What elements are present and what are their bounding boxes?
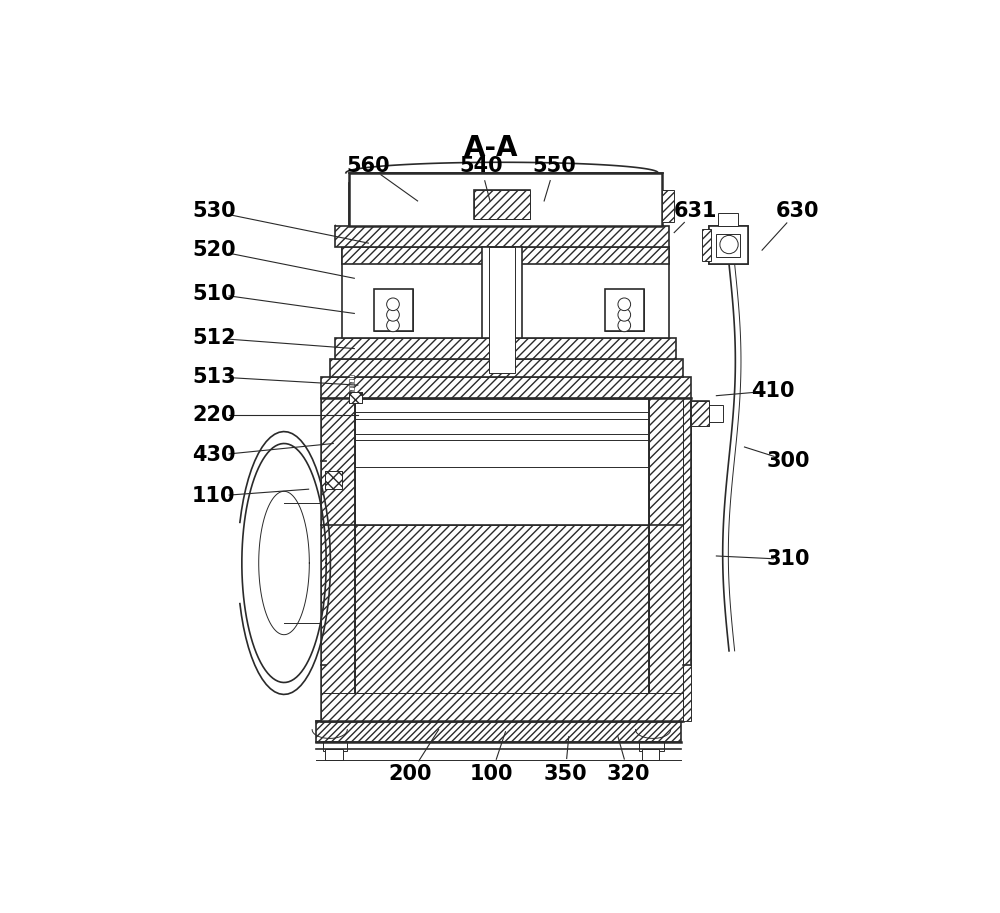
- Text: 430: 430: [192, 446, 235, 466]
- Bar: [662, 191, 674, 222]
- Bar: [349, 184, 662, 226]
- Bar: [605, 289, 644, 331]
- Text: 110: 110: [192, 487, 235, 506]
- Bar: [709, 226, 748, 264]
- Bar: [349, 173, 662, 226]
- Bar: [374, 289, 413, 331]
- Bar: [374, 289, 413, 331]
- Bar: [342, 247, 669, 264]
- Bar: [321, 398, 355, 721]
- Text: 630: 630: [775, 202, 819, 222]
- Text: 220: 220: [192, 405, 235, 425]
- Text: 100: 100: [470, 764, 513, 784]
- Bar: [356, 173, 655, 184]
- Bar: [691, 402, 709, 426]
- Text: 510: 510: [192, 284, 236, 304]
- Bar: [321, 377, 691, 398]
- Bar: [325, 750, 343, 760]
- Circle shape: [387, 298, 399, 310]
- Text: 200: 200: [389, 764, 432, 784]
- Bar: [709, 404, 723, 423]
- Bar: [335, 226, 669, 247]
- Bar: [349, 379, 354, 382]
- Circle shape: [720, 236, 738, 254]
- Bar: [323, 740, 347, 751]
- Text: 550: 550: [533, 156, 577, 176]
- Bar: [474, 191, 530, 218]
- Bar: [489, 247, 515, 373]
- Bar: [683, 398, 691, 721]
- Bar: [355, 435, 649, 525]
- Bar: [482, 247, 522, 338]
- Bar: [716, 234, 740, 257]
- Text: 350: 350: [543, 764, 587, 784]
- Bar: [325, 471, 342, 488]
- Text: 560: 560: [347, 156, 390, 176]
- Text: 530: 530: [192, 202, 236, 222]
- Bar: [649, 398, 683, 721]
- Bar: [691, 402, 709, 426]
- Bar: [474, 191, 530, 218]
- Bar: [325, 471, 342, 488]
- Bar: [349, 387, 354, 390]
- Circle shape: [618, 319, 631, 331]
- Text: 513: 513: [192, 367, 236, 387]
- Bar: [342, 247, 669, 338]
- Bar: [355, 525, 649, 693]
- Bar: [349, 393, 362, 404]
- Bar: [349, 383, 354, 386]
- Bar: [702, 229, 711, 261]
- Bar: [321, 693, 683, 721]
- Circle shape: [387, 319, 399, 331]
- Bar: [642, 750, 659, 760]
- Polygon shape: [321, 398, 683, 721]
- Bar: [349, 393, 362, 404]
- Text: 320: 320: [607, 764, 650, 784]
- Text: 310: 310: [767, 550, 811, 570]
- Text: 520: 520: [192, 240, 236, 260]
- Bar: [335, 338, 676, 359]
- Bar: [316, 721, 681, 742]
- Bar: [709, 226, 748, 264]
- Circle shape: [618, 309, 631, 321]
- Text: 300: 300: [767, 451, 811, 471]
- Circle shape: [618, 298, 631, 310]
- Bar: [349, 392, 354, 394]
- Bar: [349, 374, 354, 377]
- Circle shape: [387, 309, 399, 321]
- Text: 512: 512: [192, 328, 236, 348]
- Bar: [639, 740, 664, 751]
- Text: 540: 540: [459, 156, 503, 176]
- Text: 631: 631: [674, 202, 717, 222]
- Text: 410: 410: [751, 381, 794, 401]
- Text: A-A: A-A: [464, 134, 519, 163]
- Bar: [718, 213, 738, 226]
- Bar: [330, 359, 683, 377]
- Bar: [605, 289, 644, 331]
